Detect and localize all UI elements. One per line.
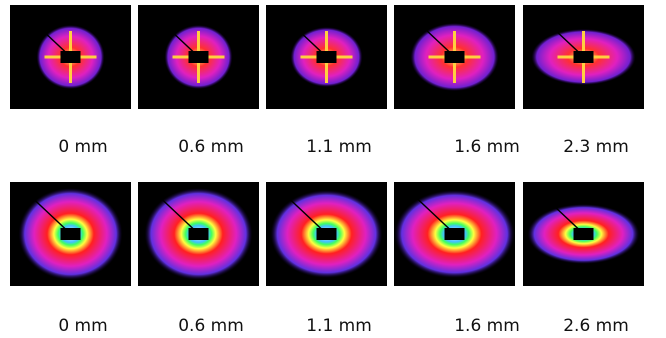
figure: 0 mm 0.6 mm 1.1 mm 1.6 mm 2.3 mm 0 mm 0.6 mm 1.… bbox=[0, 0, 666, 338]
center-block bbox=[574, 51, 594, 63]
center-block bbox=[574, 228, 594, 240]
panel-label: 1.6 mm bbox=[454, 316, 520, 336]
panel-label: 0.6 mm bbox=[178, 316, 244, 336]
center-block bbox=[317, 228, 337, 240]
panel-label: 0 mm bbox=[58, 137, 107, 157]
center-block bbox=[61, 228, 81, 240]
center-block bbox=[445, 228, 465, 240]
panel-label: 2.3 mm bbox=[563, 137, 629, 157]
center-block bbox=[317, 51, 337, 63]
panels: 0 mm 0.6 mm 1.1 mm 1.6 mm 2.3 mm 0 mm 0.6 mm 1.… bbox=[10, 5, 644, 336]
panel-label: 0 mm bbox=[58, 316, 107, 336]
center-block bbox=[445, 51, 465, 63]
center-block bbox=[189, 51, 209, 63]
panel-label: 2.6 mm bbox=[563, 316, 629, 336]
panel-label: 1.1 mm bbox=[306, 316, 372, 336]
center-block bbox=[61, 51, 81, 63]
center-block bbox=[189, 228, 209, 240]
panel-label: 1.1 mm bbox=[306, 137, 372, 157]
panel-label: 1.6 mm bbox=[454, 137, 520, 157]
panel-label: 0.6 mm bbox=[178, 137, 244, 157]
